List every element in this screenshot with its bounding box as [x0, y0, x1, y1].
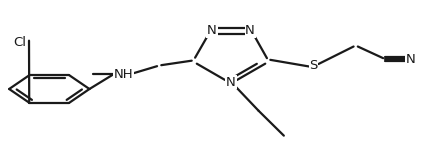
Text: N: N	[207, 24, 217, 37]
Text: NH: NH	[114, 68, 133, 80]
Text: N: N	[406, 53, 416, 66]
Text: N: N	[245, 24, 255, 37]
Text: S: S	[309, 59, 318, 72]
Text: Cl: Cl	[13, 36, 26, 49]
Text: N: N	[226, 76, 236, 89]
